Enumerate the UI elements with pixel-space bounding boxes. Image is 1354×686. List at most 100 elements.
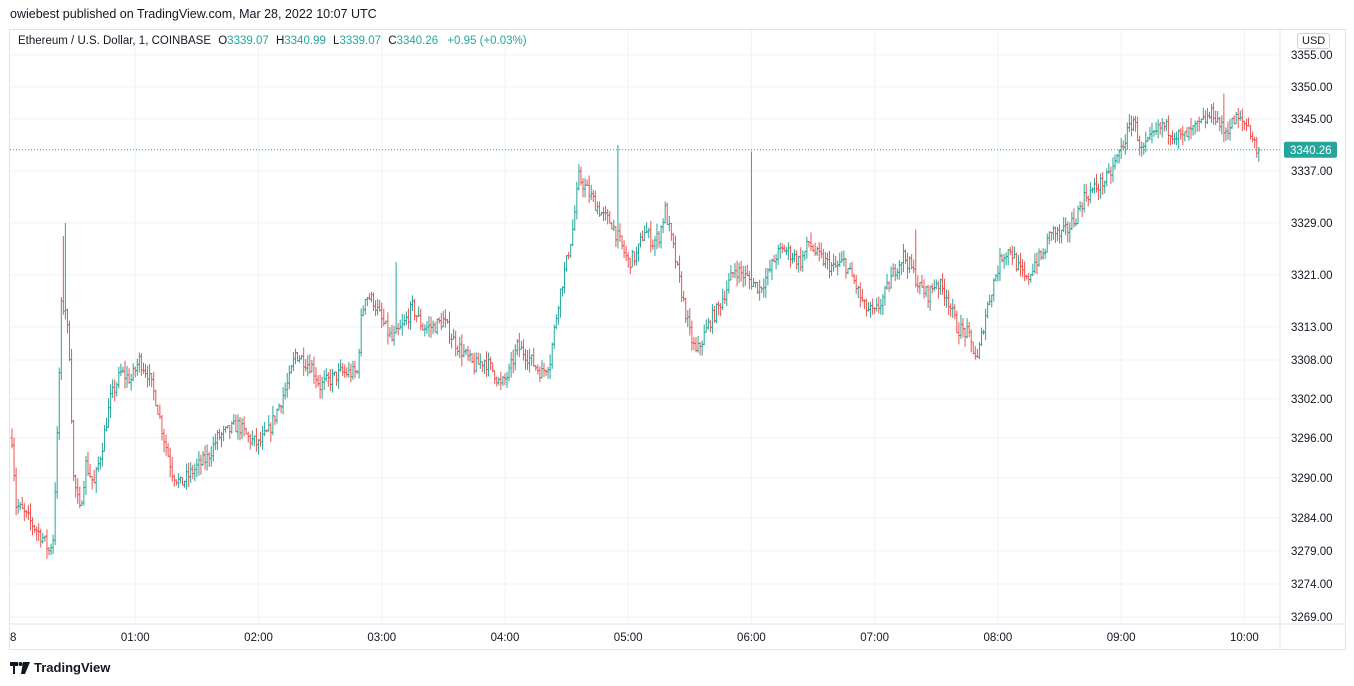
ohlc-bar — [460, 334, 464, 367]
ohlc-bar — [848, 262, 852, 271]
price-tick-label: 3274.00 — [1291, 579, 1333, 591]
ohlc-bar — [357, 348, 361, 379]
ohlc-bar — [1251, 131, 1255, 143]
ohlc-bar — [542, 362, 546, 378]
ohlc-bar — [129, 373, 133, 391]
ohlc-bar — [772, 255, 776, 263]
ohlc-bar — [195, 458, 199, 478]
ohlc-bar — [464, 348, 468, 356]
ohlc-bar — [569, 244, 573, 258]
ohlc-bar — [961, 318, 965, 338]
ohlc-bar — [304, 359, 308, 372]
ohlc-bar — [741, 265, 745, 288]
ohlc-bar — [398, 319, 402, 330]
ohlc-bar — [450, 333, 454, 349]
ohlc-bar — [825, 252, 829, 270]
ohlc-bar — [281, 387, 285, 415]
ohlc-bar — [1041, 248, 1045, 260]
ohlc-bar — [478, 353, 482, 369]
ohlc-bar — [39, 528, 43, 548]
ohlc-bar — [104, 417, 108, 432]
ohlc-bar — [263, 421, 267, 437]
tradingview-logo-text: TradingView — [34, 660, 111, 675]
ohlc-bar — [1055, 226, 1059, 242]
ohlc-bar — [141, 362, 145, 374]
ohlc-bar — [770, 258, 774, 281]
ohlc-bar — [513, 344, 517, 371]
ohlc-bar — [328, 368, 332, 392]
ohlc-bar — [620, 235, 624, 250]
currency-badge[interactable]: USD — [1297, 33, 1331, 49]
ohlc-bar — [100, 443, 104, 467]
ohlc-bar — [593, 190, 597, 211]
ohlc-bar — [359, 308, 363, 357]
ohlc-bar — [1166, 115, 1170, 145]
ohlc-bar — [725, 280, 729, 306]
ohlc-bar — [493, 370, 497, 385]
ohlc-bar — [949, 303, 953, 317]
ohlc-bar — [408, 301, 412, 330]
ohlc-bar — [717, 301, 721, 316]
ohlc-bar — [330, 368, 334, 393]
ohlc-bar — [45, 529, 49, 559]
ohlc-bar — [55, 426, 59, 499]
ohlc-bar — [369, 291, 373, 303]
ohlc-bar — [1008, 246, 1012, 256]
ohlc-bar — [240, 417, 244, 440]
ohlc-bar — [971, 341, 975, 355]
ohlc-bar — [608, 211, 612, 224]
ohlc-bar — [107, 398, 111, 428]
ohlc-bar — [476, 352, 480, 365]
time-tick-label: 03:00 — [367, 632, 396, 644]
ohlc-bar — [57, 367, 61, 441]
ohlc-bar — [669, 222, 673, 241]
ohlc-bar — [49, 543, 53, 556]
ohlc-bar — [322, 370, 326, 391]
ohlc-bar — [1064, 217, 1068, 236]
ohlc-bar — [1154, 122, 1158, 135]
ohlc-bar — [462, 344, 466, 358]
ohlc-bar — [809, 232, 813, 252]
ohlc-bar — [117, 366, 121, 389]
ohlc-bar — [1136, 116, 1140, 142]
ohlc-bar — [316, 375, 320, 387]
ohlc-bar — [602, 206, 606, 222]
ohlc-bar — [1193, 120, 1197, 135]
ohlc-bar — [813, 242, 817, 257]
ohlc-bar — [735, 260, 739, 287]
ohlc-bar — [242, 416, 246, 437]
symbol-legend: Ethereum / U.S. Dollar, 1, COINBASE O333… — [18, 35, 527, 47]
ohlc-bar — [285, 373, 289, 398]
ohlc-bar — [337, 363, 341, 389]
ohlc-bar — [35, 526, 39, 541]
ohlc-bar — [1228, 119, 1232, 141]
ohlc-bar — [1049, 231, 1053, 242]
ohlc-bar — [1095, 173, 1099, 193]
ohlc-bar — [749, 151, 753, 290]
ohlc-bar — [125, 365, 129, 388]
price-tick-label: 3355.00 — [1291, 50, 1333, 62]
ohlc-bar — [113, 379, 117, 402]
ohlc-bar — [1148, 126, 1152, 141]
ohlc-bar — [657, 230, 661, 248]
ohlc-bar — [1021, 259, 1025, 278]
ohlc-bar — [277, 403, 281, 411]
change-value: +0.95 (+0.03%) — [447, 35, 527, 47]
ohlc-bar — [684, 297, 688, 324]
ohlc-bar — [934, 279, 938, 290]
chart-frame — [9, 29, 1346, 650]
close-label: C — [388, 35, 397, 47]
last-price-badge: 3340.26 — [1284, 141, 1337, 158]
tradingview-logo[interactable]: TradingView — [10, 660, 110, 675]
ohlc-bar — [803, 250, 807, 261]
ohlc-bar — [842, 250, 846, 267]
ohlc-bar — [374, 300, 378, 317]
ohlc-bar — [222, 425, 226, 442]
ohlc-bar — [1068, 222, 1072, 243]
ohlc-bar — [786, 242, 790, 260]
ohlc-bar — [768, 259, 772, 273]
ohlc-bar — [624, 245, 628, 262]
ohlc-bar — [349, 363, 353, 383]
ohlc-bar — [248, 434, 252, 450]
